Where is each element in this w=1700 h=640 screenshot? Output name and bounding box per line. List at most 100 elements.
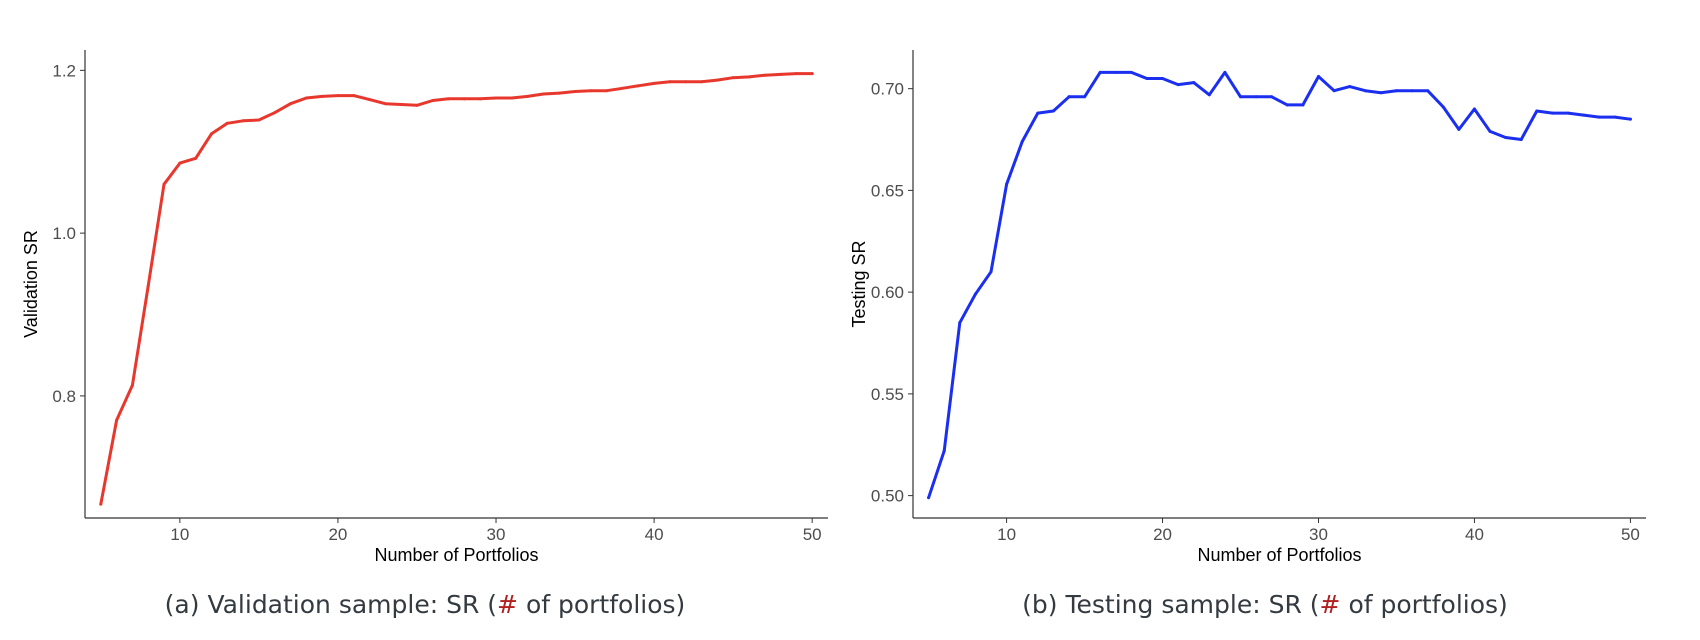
data-point (1067, 95, 1071, 99)
data-point (1239, 95, 1243, 99)
panel-b: 10 20 30 40 50 0.50 0.55 0.60 0.65 0.70 Number of … (830, 0, 1680, 640)
data-point (973, 292, 977, 296)
caption-b-prefix: (b) Testing sample: SR ( (1022, 590, 1320, 619)
data-point (1051, 109, 1055, 113)
data-point (368, 98, 372, 102)
data-point (794, 72, 798, 76)
data-point (1020, 140, 1024, 144)
x-tick-label: 50 (1621, 525, 1640, 544)
caption-b-suffix: of portfolios) (1340, 590, 1508, 619)
data-point (1441, 105, 1445, 109)
data-point (1098, 70, 1102, 74)
data-point (289, 102, 293, 106)
y-tick-label: 0.55 (871, 385, 904, 404)
data-point (747, 75, 751, 79)
data-point (1176, 83, 1180, 87)
data-point (1301, 103, 1305, 107)
data-point (1550, 111, 1554, 115)
data-point (194, 156, 198, 160)
data-point (1207, 93, 1211, 97)
data-point (1254, 95, 1258, 99)
data-point (1083, 95, 1087, 99)
data-point (178, 161, 182, 165)
data-point (130, 383, 134, 387)
data-point (526, 94, 530, 98)
data-point (715, 78, 719, 82)
data-point (1270, 95, 1274, 99)
data-point (1519, 138, 1523, 142)
data-point (557, 91, 561, 95)
caption-b: (b) Testing sample: SR (# of portfolios) (830, 590, 1700, 619)
data-point (605, 89, 609, 93)
data-point (1332, 89, 1336, 93)
series-line (927, 70, 1632, 500)
data-point (1504, 135, 1508, 139)
data-point (1114, 70, 1118, 74)
data-point (162, 182, 166, 186)
y-tick-label: 0.50 (871, 487, 904, 506)
data-point (273, 111, 277, 115)
data-point (958, 321, 962, 325)
data-point (700, 80, 704, 84)
data-point (225, 121, 229, 125)
data-point (620, 86, 624, 90)
x-tick-label: 30 (1309, 525, 1328, 544)
y-tick-label: 0.65 (871, 181, 904, 200)
x-axis-title: Number of Portfolios (1197, 545, 1361, 565)
y-axis-title: Testing SR (849, 240, 869, 327)
data-point (115, 418, 119, 422)
data-point (1394, 89, 1398, 93)
data-point (209, 132, 213, 136)
x-tick-label: 40 (1465, 525, 1484, 544)
testing-sr-chart: 10 20 30 40 50 0.50 0.55 0.60 0.65 0.70 Number of … (849, 50, 1646, 565)
data-point (383, 102, 387, 106)
data-point (1363, 89, 1367, 93)
data-point (1192, 81, 1196, 85)
data-point (462, 97, 466, 101)
data-point (1410, 89, 1414, 93)
data-point (1285, 103, 1289, 107)
data-point (1472, 107, 1476, 111)
data-point (1566, 111, 1570, 115)
y-tick-label: 0.8 (52, 387, 76, 406)
caption-a-symbol: # (497, 590, 518, 619)
y-axis-title: Validation SR (21, 230, 41, 338)
data-point (146, 284, 150, 288)
data-point (927, 496, 931, 500)
x-tick-label: 10 (997, 525, 1016, 544)
data-point (241, 119, 245, 123)
data-point (352, 94, 356, 98)
data-point (810, 72, 814, 76)
data-point (304, 96, 308, 100)
data-point (541, 92, 545, 96)
data-point (1036, 111, 1040, 115)
data-point (1316, 74, 1320, 78)
y-tick-label: 1.0 (52, 224, 76, 243)
data-point (1145, 76, 1149, 80)
data-point (589, 89, 593, 93)
caption-a: (a) Validation sample: SR (# of portfoli… (0, 590, 850, 619)
data-point (942, 449, 946, 453)
data-point (779, 72, 783, 76)
panel-a: 10 20 30 40 50 0.8 1.0 1.2 Number of Portfolios V… (0, 50, 850, 619)
data-point (336, 94, 340, 98)
x-tick-label: 20 (1153, 525, 1172, 544)
data-point (447, 97, 451, 101)
x-tick-label: 40 (645, 525, 664, 544)
data-point (1348, 85, 1352, 89)
data-point (415, 103, 419, 107)
data-point (320, 94, 324, 98)
caption-a-prefix: (a) Validation sample: SR ( (164, 590, 498, 619)
x-tick-label: 10 (170, 525, 189, 544)
data-point (257, 118, 261, 122)
data-point (1426, 89, 1430, 93)
caption-b-symbol: # (1319, 590, 1341, 619)
data-point (668, 80, 672, 84)
data-point (1457, 127, 1461, 131)
x-tick-label: 50 (803, 525, 822, 544)
data-point (1628, 117, 1632, 121)
data-point (989, 270, 993, 274)
data-point (1129, 70, 1133, 74)
y-tick-label: 1.2 (52, 61, 76, 80)
y-tick-label: 0.70 (871, 80, 904, 99)
